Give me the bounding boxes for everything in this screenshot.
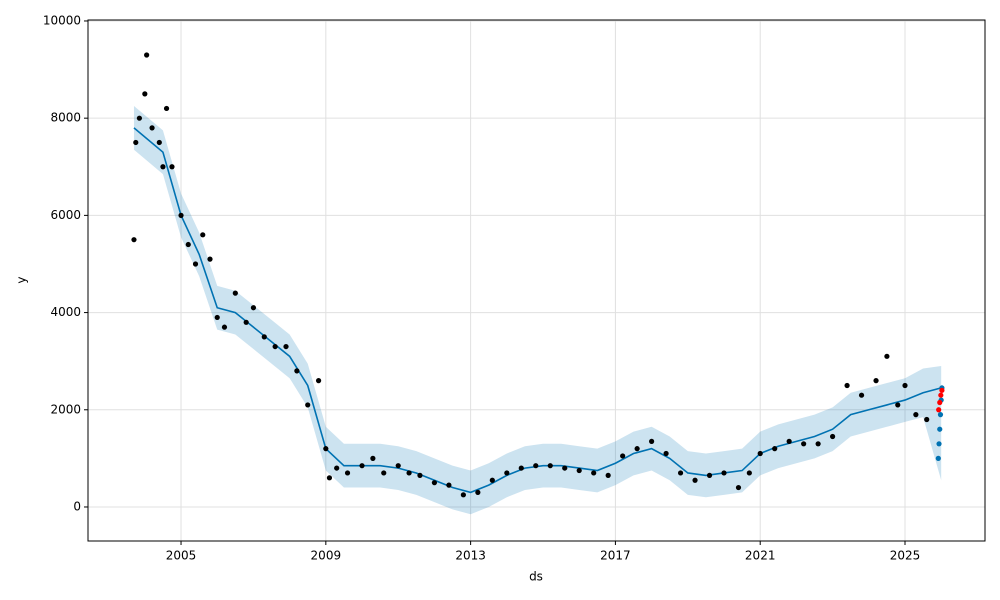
data-point [406, 470, 412, 476]
data-point [746, 470, 752, 476]
data-point [315, 378, 322, 384]
data-point [178, 212, 184, 218]
data-point [417, 472, 423, 478]
data-point [937, 399, 943, 406]
data-point [370, 455, 376, 461]
data-point [323, 446, 329, 452]
data-point [936, 407, 942, 413]
data-point [163, 105, 170, 112]
data-point [359, 463, 365, 469]
data-point [185, 241, 191, 248]
data-point [937, 426, 943, 432]
data-point [518, 465, 524, 471]
data-point [431, 480, 438, 486]
data-point [939, 387, 945, 393]
plot-frame [87, 19, 986, 542]
data-point [475, 489, 481, 495]
x-tick-label: 2021 [745, 549, 776, 563]
data-point [504, 470, 510, 476]
data-point [913, 412, 919, 418]
data-point [937, 412, 944, 418]
y-tick-label: 4000 [50, 305, 81, 319]
data-point [884, 353, 890, 359]
x-tick-label: 2013 [455, 549, 486, 563]
data-point [250, 305, 257, 311]
data-point [605, 472, 611, 478]
data-point [902, 382, 908, 389]
data-point [131, 237, 137, 243]
data-point [591, 470, 597, 476]
data-point [489, 477, 495, 483]
data-point [243, 319, 249, 325]
data-point [772, 446, 778, 452]
data-point [200, 232, 206, 238]
data-point [938, 392, 944, 398]
data-point [786, 438, 792, 444]
data-point [283, 343, 289, 350]
data-point [706, 472, 713, 478]
data-point [547, 463, 553, 469]
data-point [757, 450, 763, 457]
data-point [830, 433, 836, 440]
data-point [232, 290, 238, 296]
data-point [801, 441, 807, 447]
data-point [873, 378, 879, 384]
x-tick-label: 2009 [311, 549, 342, 563]
y-tick-label: 2000 [50, 402, 81, 416]
data-point [207, 256, 213, 262]
data-point [735, 484, 742, 491]
data-point [634, 446, 640, 452]
x-axis-label: ds [529, 570, 543, 584]
data-point [649, 438, 655, 444]
data-point [261, 334, 267, 340]
data-point [562, 465, 568, 471]
y-tick-label: 6000 [50, 208, 81, 222]
data-point [169, 164, 175, 170]
data-point [381, 470, 387, 476]
data-point [133, 139, 139, 146]
data-point [142, 91, 148, 97]
data-point [844, 382, 850, 389]
data-point [395, 463, 401, 469]
data-point [936, 441, 942, 447]
data-point [895, 402, 901, 408]
data-point [334, 465, 340, 471]
data-point [815, 441, 821, 447]
x-tick-label: 2025 [890, 549, 921, 563]
data-point [305, 402, 311, 408]
data-point [692, 477, 698, 483]
x-tick-label: 2005 [166, 549, 197, 563]
data-point [156, 139, 162, 146]
data-point [344, 470, 351, 476]
y-axis-label: y [15, 276, 29, 283]
x-tick-label: 2017 [600, 549, 631, 563]
data-point [533, 463, 539, 469]
data-point [677, 470, 684, 476]
y-tick-label: 0 [73, 499, 81, 513]
data-point [214, 314, 220, 321]
data-point [160, 164, 166, 170]
uncertainty-band [133, 106, 942, 515]
data-point [924, 416, 930, 423]
data-point [620, 453, 626, 459]
data-point [576, 467, 582, 474]
data-point [294, 368, 300, 374]
data-point [721, 470, 727, 476]
data-point [935, 455, 941, 461]
data-point [858, 392, 865, 398]
data-point [460, 492, 466, 498]
data-point [192, 261, 199, 267]
data-point [272, 343, 278, 350]
y-tick-label: 10000 [43, 13, 81, 27]
data-point [326, 475, 333, 481]
data-point [663, 450, 669, 457]
data-point [149, 125, 155, 131]
y-tick-label: 8000 [50, 111, 81, 125]
data-point [136, 115, 143, 121]
data-point [221, 324, 228, 330]
data-point [446, 482, 452, 488]
data-point [144, 52, 150, 58]
